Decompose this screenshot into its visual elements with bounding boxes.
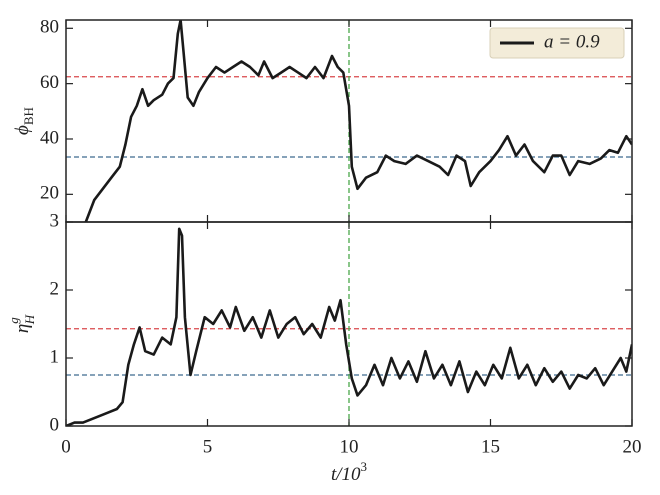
label-base: η (12, 324, 33, 333)
legend-box (489, 27, 625, 59)
x-tick-label: 5 (203, 436, 213, 457)
label-sup: g (6, 317, 21, 324)
data-line (84, 20, 632, 222)
label-sub: H (22, 314, 37, 325)
y-tick-label: 40 (40, 127, 59, 148)
x-tick-label: 15 (481, 436, 500, 457)
label-base: t/10 (331, 464, 361, 485)
y-tick-label: 80 (40, 17, 59, 38)
x-axis-label: t/103 (331, 459, 367, 485)
x-tick-label: 10 (340, 436, 359, 457)
plot-frame (65, 221, 633, 427)
label-sup: 3 (361, 459, 368, 474)
y-axis-label: ϕBH (12, 107, 36, 135)
label-base: ϕ (12, 125, 33, 135)
data-line (66, 227, 632, 426)
x-tick-label: 20 (623, 436, 642, 457)
y-tick-label: 20 (40, 183, 59, 204)
y-tick-label: 3 (50, 210, 60, 231)
y-tick-label: 2 (50, 278, 60, 299)
label-sub: BH (21, 107, 36, 125)
legend-label: a = 0.9 (544, 31, 600, 52)
y-tick-label: 0 (50, 414, 60, 435)
y-axis-label: ηgH (6, 314, 37, 333)
y-tick-label: 1 (50, 346, 60, 367)
x-tick-label: 0 (61, 436, 71, 457)
y-tick-label: 60 (40, 72, 59, 93)
